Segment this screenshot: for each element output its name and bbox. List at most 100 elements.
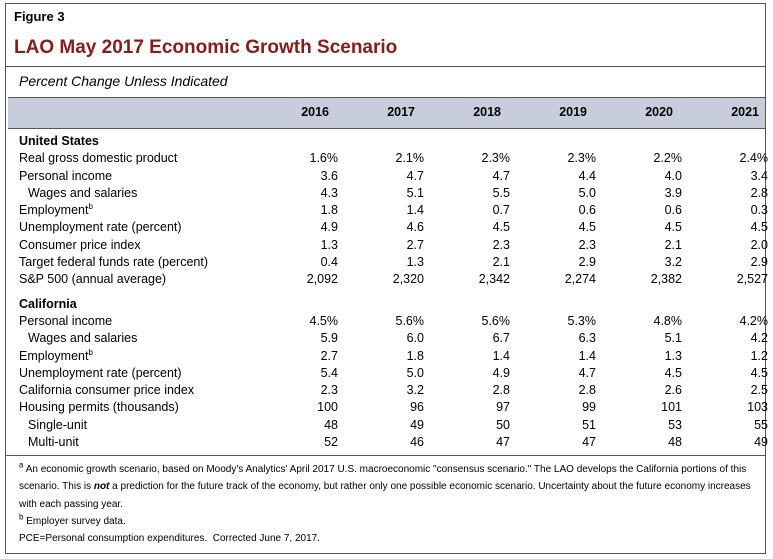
footnote-text: a prediction for the future track of the… xyxy=(19,481,751,510)
row-label: Unemployment rate (percent) xyxy=(19,220,182,235)
cell: 3.2 xyxy=(406,383,424,398)
cell: 2,092 xyxy=(306,272,338,287)
cell: 4.6 xyxy=(406,220,424,235)
data-row: Employmentb 2.7 1.8 1.4 1.4 1.3 1.2 xyxy=(15,348,768,365)
cell: 103 xyxy=(747,400,768,415)
footnote-marker: a xyxy=(19,460,24,470)
cell: 4.5 xyxy=(750,365,768,380)
cell: 4.5 xyxy=(578,220,596,235)
cell: 2.8 xyxy=(492,383,510,398)
cell: 2.3 xyxy=(320,383,338,398)
row-label-cell: S&P 500 (annual average) xyxy=(15,271,252,288)
cell: 1.2 xyxy=(750,348,768,363)
cell: 49 xyxy=(410,417,424,432)
data-row: Personal income 4.5% 5.6% 5.6% 5.3% 4.8% 4.2% xyxy=(15,313,768,330)
footnote: a An economic growth scenario, based on … xyxy=(19,461,754,513)
cell: 2.0 xyxy=(750,237,768,252)
footnote-ref: b xyxy=(88,202,93,212)
cell: 4.5 xyxy=(664,220,682,235)
data-row: Multi-unit 52 46 47 47 48 49 xyxy=(15,434,768,451)
row-label-cell: Multi-unit xyxy=(15,434,252,451)
cell: 5.6% xyxy=(395,313,425,328)
section-row: California xyxy=(15,296,768,313)
cell: 2,320 xyxy=(392,272,424,287)
cell: 2.3% xyxy=(481,151,511,166)
cell: 5.1 xyxy=(664,331,682,346)
cell: 50 xyxy=(496,417,510,432)
cell: 1.4 xyxy=(578,348,596,363)
footnote-text: Employer survey data. xyxy=(26,515,126,527)
cell: 48 xyxy=(668,435,682,450)
row-label: Target federal funds rate (percent) xyxy=(19,255,208,270)
cell: 2.5 xyxy=(750,383,768,398)
cell: 5.0 xyxy=(578,185,596,200)
row-label: Personal income xyxy=(19,168,113,183)
row-label: Wages and salaries xyxy=(28,331,138,346)
cell: 2.9 xyxy=(578,255,596,270)
row-label-cell: Target federal funds rate (percent) xyxy=(15,254,252,271)
cell: 3.6 xyxy=(320,168,338,183)
cell: 2.3 xyxy=(492,237,510,252)
subtitle: Percent Change Unless Indicated xyxy=(19,73,228,89)
row-label: Employment xyxy=(19,203,89,218)
cell: 1.3 xyxy=(320,237,338,252)
row-label-cell: Unemployment rate (percent) xyxy=(15,219,252,236)
cell: 0.6 xyxy=(664,203,682,218)
data-row: Employmentb 1.8 1.4 0.7 0.6 0.6 0.3 xyxy=(15,202,768,219)
row-label-cell: Unemployment rate (percent) xyxy=(15,365,252,382)
column-header: 2016 xyxy=(301,105,329,119)
row-label-cell: Personal income xyxy=(15,168,252,185)
rule xyxy=(6,66,765,67)
row-label: Housing permits (thousands) xyxy=(19,400,179,415)
data-table: United States Real gross domestic product… xyxy=(15,133,768,451)
section-heading: California xyxy=(19,296,77,311)
row-label-cell: California consumer price index xyxy=(15,382,252,399)
cell: 4.2% xyxy=(739,313,769,328)
cell: 2.6 xyxy=(664,383,682,398)
row-label: California consumer price index xyxy=(19,383,195,398)
row-label: Personal income xyxy=(19,313,113,328)
row-label-cell: Employmentb xyxy=(15,348,252,365)
cell: 0.3 xyxy=(750,203,768,218)
cell: 2.1 xyxy=(492,255,510,270)
cell: 4.9 xyxy=(492,365,510,380)
row-label: Employment xyxy=(19,348,89,363)
cell: 5.0 xyxy=(406,365,424,380)
cell: 2,382 xyxy=(650,272,682,287)
cell: 4.7 xyxy=(578,365,596,380)
column-header: 2021 xyxy=(731,105,759,119)
blank xyxy=(15,97,243,127)
cell: 1.4 xyxy=(406,203,424,218)
cell: 4.5 xyxy=(492,220,510,235)
cell: 2.7 xyxy=(406,237,424,252)
cell: 49 xyxy=(754,435,768,450)
cell: 96 xyxy=(410,400,424,415)
footnote: b Employer survey data. xyxy=(19,513,754,530)
cell: 2.3% xyxy=(567,151,597,166)
cell: 2.1% xyxy=(395,151,425,166)
column-header: 2020 xyxy=(645,105,673,119)
data-row: Real gross domestic product 1.6% 2.1% 2.3% 2… xyxy=(15,150,768,167)
data-row: Housing permits (thousands) 100 96 97 99 101 1… xyxy=(15,399,768,416)
cell: 4.7 xyxy=(492,168,510,183)
cell: 3.2 xyxy=(664,255,682,270)
cell: 2.2% xyxy=(653,151,683,166)
data-row: California consumer price index 2.3 3.2 2.8… xyxy=(15,382,768,399)
row-label: Single-unit xyxy=(28,417,88,432)
rule xyxy=(6,455,765,456)
cell: 4.7 xyxy=(406,168,424,183)
column-header: 2018 xyxy=(473,105,501,119)
footnote-ref: b xyxy=(88,347,93,357)
cell: 5.9 xyxy=(320,331,338,346)
cell: 3.9 xyxy=(664,185,682,200)
row-label: Wages and salaries xyxy=(28,185,138,200)
row-label-cell: Housing permits (thousands) xyxy=(15,399,252,416)
cell: 4.8% xyxy=(653,313,683,328)
footnotes: a An economic growth scenario, based on … xyxy=(19,461,754,547)
cell: 0.7 xyxy=(492,203,510,218)
frame xyxy=(5,3,766,554)
cell: 47 xyxy=(582,435,596,450)
cell: 51 xyxy=(582,417,596,432)
cell: 2,527 xyxy=(736,272,768,287)
